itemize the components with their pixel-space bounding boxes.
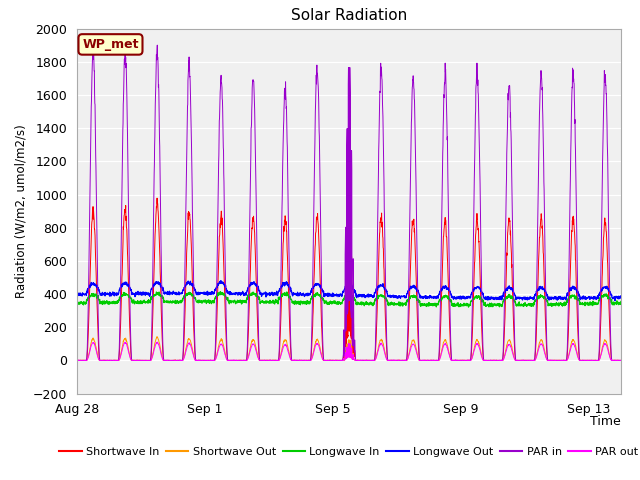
Longwave Out: [218, 278, 225, 284]
PAR out: [237, 358, 244, 363]
Shortwave In: [73, 358, 81, 363]
PAR in: [372, 316, 380, 322]
PAR in: [237, 358, 244, 363]
Shortwave Out: [153, 334, 161, 339]
Text: Time: Time: [590, 416, 621, 429]
Shortwave Out: [237, 357, 244, 363]
PAR in: [73, 358, 81, 363]
Shortwave Out: [617, 358, 625, 363]
PAR out: [184, 343, 191, 348]
Line: Shortwave In: Shortwave In: [77, 198, 621, 360]
PAR in: [116, 338, 124, 344]
Shortwave Out: [191, 355, 198, 361]
Longwave Out: [617, 293, 625, 299]
Longwave Out: [73, 290, 81, 296]
Shortwave Out: [502, 348, 509, 353]
Shortwave Out: [184, 339, 191, 345]
Line: PAR in: PAR in: [77, 45, 621, 360]
Shortwave In: [153, 195, 161, 201]
Longwave In: [216, 289, 224, 295]
Longwave In: [372, 296, 380, 301]
PAR in: [154, 42, 161, 48]
Title: Solar Radiation: Solar Radiation: [291, 9, 407, 24]
PAR out: [121, 339, 129, 345]
PAR out: [372, 354, 380, 360]
PAR out: [191, 356, 198, 362]
Shortwave Out: [372, 355, 380, 361]
Longwave Out: [183, 279, 191, 285]
Shortwave In: [502, 288, 509, 294]
PAR in: [191, 325, 198, 331]
Longwave Out: [116, 287, 124, 293]
Longwave In: [190, 296, 198, 301]
PAR out: [73, 357, 81, 363]
PAR out: [74, 358, 81, 363]
Longwave In: [73, 301, 81, 307]
Shortwave In: [237, 358, 244, 363]
Line: Shortwave Out: Shortwave Out: [77, 336, 621, 360]
Text: WP_met: WP_met: [82, 38, 139, 51]
Longwave In: [183, 290, 191, 296]
Shortwave In: [191, 342, 198, 348]
Longwave In: [502, 296, 509, 301]
PAR out: [116, 356, 124, 362]
Shortwave In: [116, 348, 124, 354]
Shortwave In: [617, 358, 625, 363]
Legend: Shortwave In, Shortwave Out, Longwave In, Longwave Out, PAR in, PAR out: Shortwave In, Shortwave Out, Longwave In…: [55, 442, 640, 461]
PAR in: [617, 358, 625, 363]
PAR out: [502, 349, 509, 355]
Shortwave Out: [73, 358, 81, 363]
Longwave In: [237, 300, 244, 305]
Line: Longwave Out: Longwave Out: [77, 281, 621, 301]
PAR in: [184, 113, 191, 119]
Line: PAR out: PAR out: [77, 342, 621, 360]
Longwave Out: [372, 288, 380, 293]
Shortwave In: [184, 235, 191, 240]
Longwave Out: [502, 288, 509, 293]
PAR out: [617, 358, 625, 363]
Longwave In: [617, 299, 625, 304]
Shortwave Out: [116, 356, 124, 362]
Y-axis label: Radiation (W/m2, umol/m2/s): Radiation (W/m2, umol/m2/s): [14, 124, 27, 298]
Longwave Out: [190, 285, 198, 291]
Line: Longwave In: Longwave In: [77, 292, 621, 307]
Longwave In: [465, 304, 472, 310]
Longwave Out: [611, 298, 619, 304]
PAR in: [502, 227, 509, 232]
Longwave Out: [237, 290, 244, 296]
Shortwave In: [372, 338, 380, 344]
Longwave In: [116, 294, 124, 300]
